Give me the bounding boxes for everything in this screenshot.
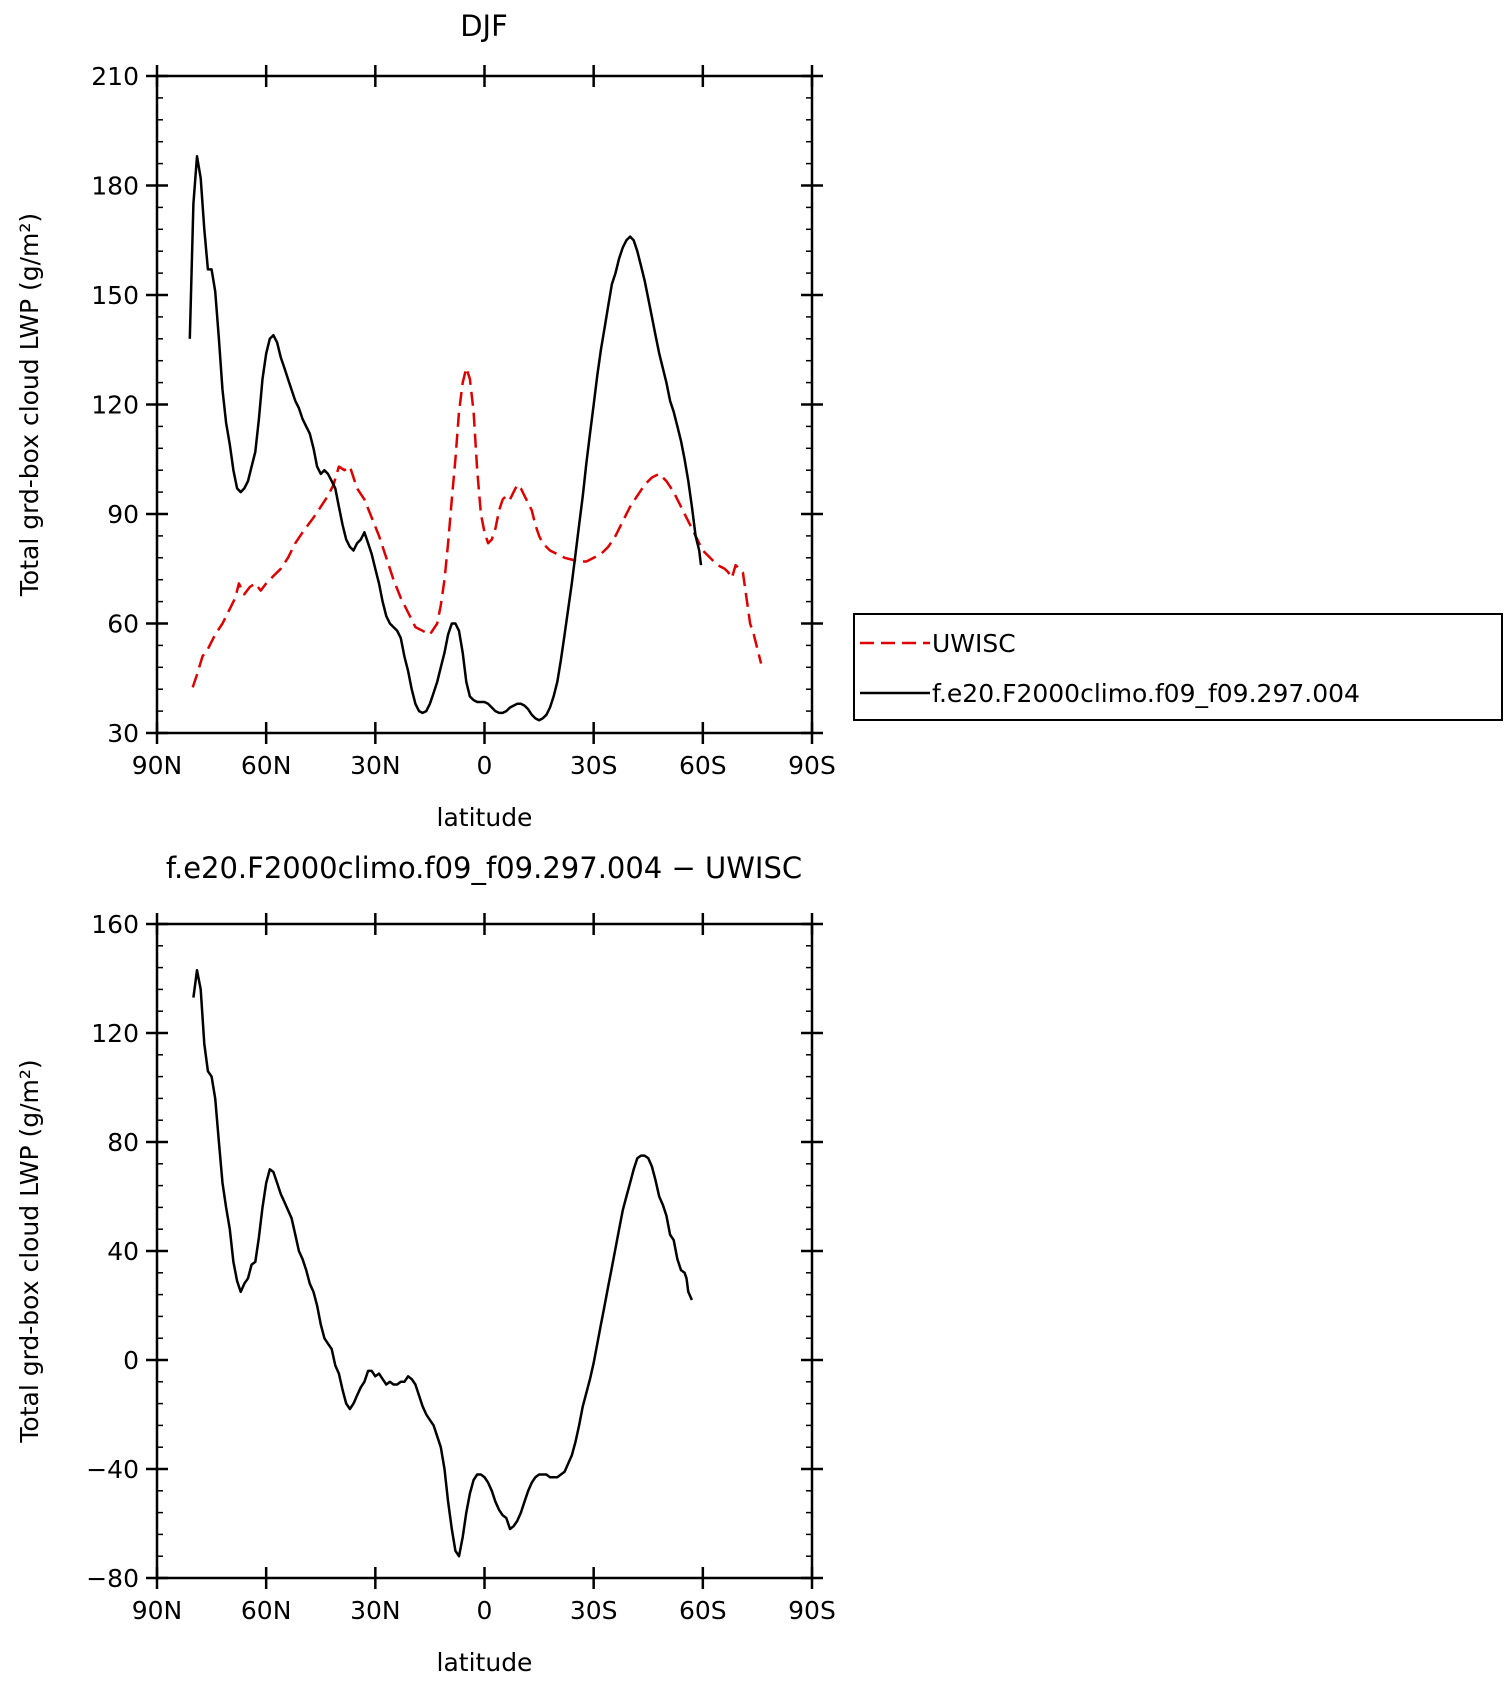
x-tick-label-0: 0	[477, 1596, 493, 1625]
y-tick-label-120: 120	[91, 1019, 139, 1048]
y-tick-label--80: −80	[86, 1564, 139, 1593]
x-tick-label-90s: 90S	[788, 1596, 836, 1625]
chart-title: f.e20.F2000climo.f09_f09.297.004 − UWISC	[166, 851, 802, 885]
panel-difference: f.e20.F2000climo.f09_f09.297.004 − UWISC…	[15, 851, 836, 1677]
y-tick-label--40: −40	[86, 1455, 139, 1484]
y-tick-label-80: 80	[107, 1128, 139, 1157]
y-tick-label-160: 160	[91, 910, 139, 939]
y-tick-label-180: 180	[91, 172, 139, 201]
x-tick-label-30n: 30N	[350, 1596, 401, 1625]
x-axis-title: latitude	[437, 803, 533, 832]
y-axis-title: Total grd-box cloud LWP (g/m²)	[15, 1059, 44, 1443]
series-line-difference	[192, 969, 694, 1558]
legend-label-uwisc: UWISC	[932, 629, 1016, 658]
x-tick-label-60s: 60S	[679, 1596, 727, 1625]
x-tick-label-60n: 60N	[241, 751, 292, 780]
y-tick-label-210: 210	[91, 62, 139, 91]
plot-frame	[155, 74, 814, 735]
x-tick-label-30n: 30N	[350, 751, 401, 780]
x-tick-label-90s: 90S	[788, 751, 836, 780]
x-tick-label-90n: 90N	[132, 751, 183, 780]
y-tick-label-40: 40	[107, 1237, 139, 1266]
x-tick-label-60s: 60S	[679, 751, 727, 780]
y-tick-label-90: 90	[107, 500, 139, 529]
legend-label-model: f.e20.F2000climo.f09_f09.297.004	[932, 679, 1360, 708]
y-axis-title: Total grd-box cloud LWP (g/m²)	[15, 213, 44, 597]
x-tick-label-0: 0	[477, 751, 493, 780]
y-tick-label-60: 60	[107, 610, 139, 639]
x-tick-label-90n: 90N	[132, 1596, 183, 1625]
chart-title: DJF	[460, 9, 508, 43]
x-tick-label-30s: 30S	[570, 751, 618, 780]
panel-mean-djf: DJF 90N 60N 30N 0 30S 60S 90S 210 180 150 120 90 60 30…	[15, 9, 836, 832]
y-tick-label-120: 120	[91, 391, 139, 420]
legend: UWISC f.e20.F2000climo.f09_f09.297.004	[853, 613, 1503, 721]
x-axis-title: latitude	[437, 1648, 533, 1677]
y-tick-label-150: 150	[91, 281, 139, 310]
plot-frame	[155, 922, 814, 1580]
y-tick-label-30: 30	[107, 719, 139, 748]
y-tick-label-0: 0	[123, 1346, 139, 1375]
series-line-f-e20-f2000climo-f09-f09-297-004	[188, 155, 703, 722]
legend-box	[853, 613, 1503, 721]
x-tick-label-60n: 60N	[241, 1596, 292, 1625]
x-tick-label-30s: 30S	[570, 1596, 618, 1625]
